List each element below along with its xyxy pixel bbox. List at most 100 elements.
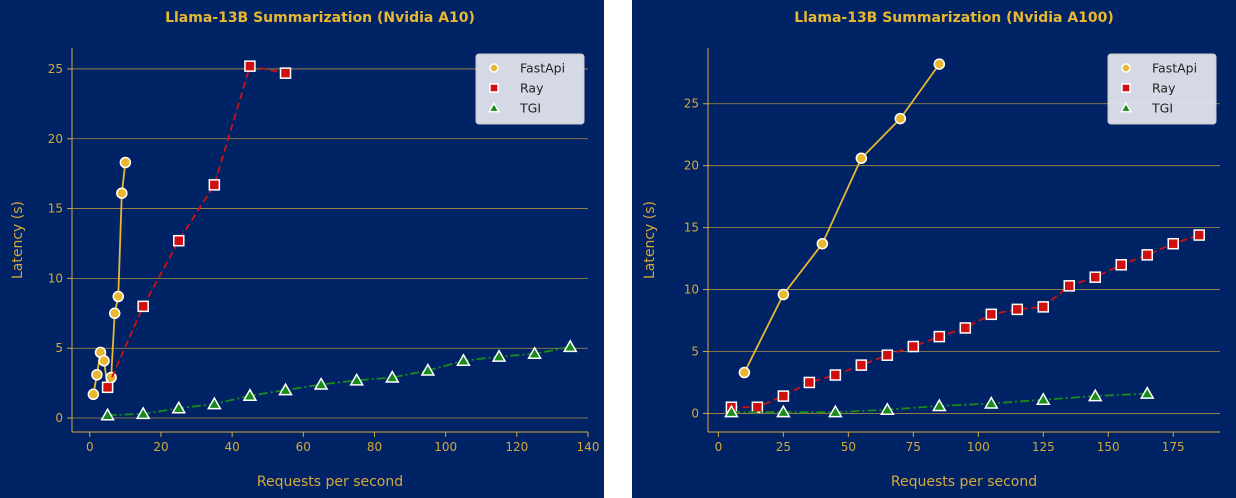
legend: FastApi Ray TGI — [475, 53, 585, 125]
data-point-tgi — [135, 406, 151, 420]
x-tick-label: 60 — [296, 440, 311, 454]
chart-title: Llama-13B Summarization (Nvidia A10) — [165, 10, 475, 26]
data-point-tgi — [313, 377, 329, 390]
x-tick-label: 120 — [505, 440, 528, 454]
data-point-tgi — [932, 398, 947, 412]
y-tick-label: 15 — [684, 221, 699, 235]
data-point-fastapi — [738, 366, 751, 379]
data-point-ray — [101, 381, 114, 394]
data-point-tgi — [880, 402, 895, 415]
y-tick-label: 10 — [684, 283, 699, 297]
legend: FastApi Ray TGI — [1107, 53, 1217, 125]
series-ray — [101, 60, 292, 394]
y-tick-label: 0 — [691, 406, 699, 420]
chart-title: Llama-13B Summarization (Nvidia A100) — [794, 10, 1114, 26]
legend-marker-tgi — [487, 101, 501, 113]
data-point-ray — [855, 359, 868, 371]
data-point-tgi — [491, 349, 507, 362]
data-point-ray — [244, 60, 256, 72]
y-tick-label: 5 — [691, 344, 699, 358]
data-point-tgi — [349, 372, 364, 386]
data-point-fastapi — [816, 237, 829, 250]
data-point-tgi — [242, 388, 258, 401]
legend-marker-ray — [489, 83, 499, 93]
x-tick-label: 100 — [434, 440, 457, 454]
legend-marker-fastapi — [1121, 63, 1131, 73]
chart-a10: Llama-13B Summarization (Nvidia A10) 0 5 10… — [10, 10, 600, 490]
data-point-fastapi — [105, 371, 117, 384]
data-point-tgi — [1087, 388, 1103, 402]
y-tick-label: 20 — [48, 132, 63, 146]
legend-label-ray: Ray — [520, 81, 544, 96]
data-point-tgi — [207, 396, 222, 410]
y-axis-label: Latency (s) — [10, 201, 26, 279]
y-tick-label: 0 — [55, 411, 63, 425]
data-point-ray — [279, 67, 292, 79]
y-tick-label: 5 — [55, 341, 63, 355]
data-point-fastapi — [777, 288, 790, 301]
data-point-tgi — [527, 346, 542, 360]
series-fastapi — [738, 58, 946, 379]
x-axis-label: Requests per second — [891, 474, 1037, 490]
data-point-ray — [933, 330, 946, 343]
data-point-fastapi — [855, 152, 868, 164]
data-point-ray — [959, 322, 972, 334]
series-ray — [725, 229, 1205, 413]
series-line-fastapi — [743, 63, 941, 373]
series-tgi — [724, 386, 1155, 418]
x-tick-label: 25 — [776, 440, 791, 454]
data-point-tgi — [776, 404, 791, 418]
series-line-tgi — [107, 345, 571, 417]
data-point-fastapi — [119, 156, 132, 169]
data-point-tgi — [1139, 386, 1155, 399]
x-tick-label: 100 — [967, 440, 990, 454]
y-tick-label: 25 — [684, 97, 699, 111]
legend-label-ray: Ray — [1152, 81, 1176, 96]
data-point-fastapi — [112, 290, 125, 303]
y-tick-label: 10 — [48, 271, 63, 285]
data-point-ray — [1115, 259, 1127, 271]
data-point-ray — [803, 376, 816, 389]
data-point-ray — [907, 340, 920, 353]
data-point-fastapi — [894, 112, 907, 125]
x-tick-label: 75 — [906, 440, 921, 454]
legend-label-fastapi: FastApi — [520, 61, 565, 76]
data-point-tgi — [278, 382, 293, 396]
chart-panel-a10: Llama-13B Summarization (Nvidia A10) 0 5 10… — [0, 0, 604, 498]
data-point-ray — [1063, 280, 1076, 292]
legend-label-tgi: TGI — [519, 101, 541, 116]
data-point-ray — [985, 308, 998, 321]
data-point-tgi — [100, 407, 115, 421]
chart-a100: Llama-13B Summarization (Nvidia A100) 0 5 1… — [642, 10, 1220, 490]
data-point-fastapi — [98, 355, 110, 367]
data-point-ray — [1011, 303, 1024, 316]
data-point-tgi — [983, 395, 999, 409]
x-tick-label: 40 — [224, 440, 239, 454]
legend-box — [1107, 53, 1217, 125]
legend-label-tgi: TGI — [1151, 101, 1173, 116]
data-point-ray — [137, 300, 149, 313]
data-point-ray — [1037, 301, 1050, 313]
legend-label-fastapi: FastApi — [1152, 61, 1197, 76]
data-point-tgi — [384, 370, 400, 383]
data-point-ray — [173, 234, 185, 247]
data-point-ray — [777, 390, 790, 402]
x-tick-label: 0 — [86, 440, 94, 454]
y-tick-label: 15 — [48, 202, 63, 216]
data-point-fastapi — [91, 368, 103, 381]
data-point-ray — [1167, 237, 1179, 250]
legend-box — [475, 53, 585, 125]
x-tick-label: 0 — [715, 440, 723, 454]
chart-panel-a100: Llama-13B Summarization (Nvidia A100) 0 5 1… — [632, 0, 1236, 498]
x-tick-label: 175 — [1162, 440, 1185, 454]
data-point-ray — [1089, 271, 1101, 283]
data-point-tgi — [724, 404, 739, 418]
y-tick-label: 20 — [684, 159, 699, 173]
x-tick-label: 140 — [577, 440, 600, 454]
series-line-ray — [731, 234, 1200, 409]
data-point-tgi — [1035, 392, 1051, 406]
y-axis-label: Latency (s) — [642, 201, 658, 279]
x-tick-label: 20 — [153, 440, 168, 454]
y-tick-label: 25 — [48, 62, 63, 76]
data-point-fastapi — [116, 187, 128, 199]
